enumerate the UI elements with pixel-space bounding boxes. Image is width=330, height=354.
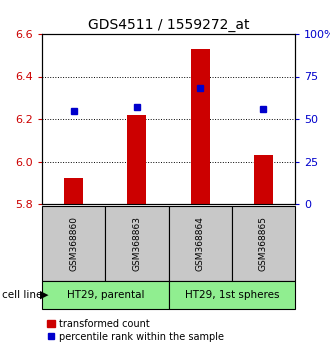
Text: GSM368864: GSM368864 <box>196 216 205 271</box>
Bar <box>127 115 147 204</box>
Bar <box>64 178 83 204</box>
Text: GSM368863: GSM368863 <box>132 216 141 271</box>
Bar <box>169 206 232 281</box>
Text: HT29, parental: HT29, parental <box>67 290 144 300</box>
Bar <box>42 206 105 281</box>
Bar <box>169 281 295 309</box>
Bar <box>191 49 210 204</box>
Bar <box>232 206 295 281</box>
Text: ▶: ▶ <box>40 290 48 300</box>
Legend: transformed count, percentile rank within the sample: transformed count, percentile rank withi… <box>47 319 223 342</box>
Bar <box>42 281 169 309</box>
Text: cell line: cell line <box>2 290 42 300</box>
Title: GDS4511 / 1559272_at: GDS4511 / 1559272_at <box>88 18 249 32</box>
Bar <box>254 155 273 204</box>
Bar <box>105 206 169 281</box>
Text: GSM368860: GSM368860 <box>69 216 78 271</box>
Text: HT29, 1st spheres: HT29, 1st spheres <box>184 290 279 300</box>
Text: GSM368865: GSM368865 <box>259 216 268 271</box>
